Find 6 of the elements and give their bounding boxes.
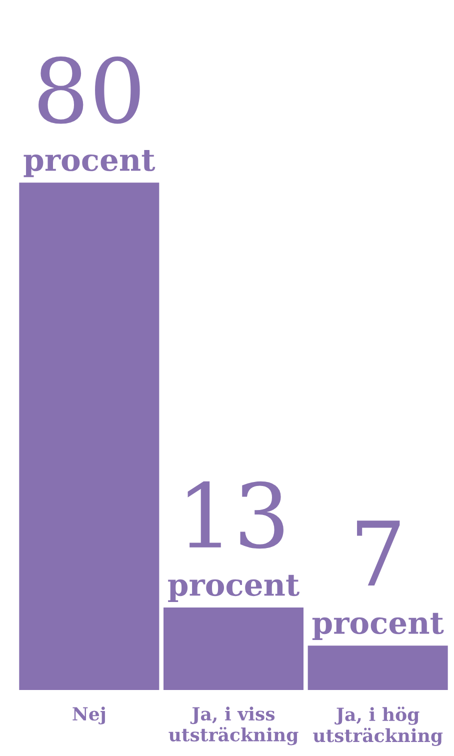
x-tick-label: Ja, i hög utsträckning: [313, 706, 443, 746]
x-tick-label: Nej: [72, 706, 105, 724]
data-label: 7 procent: [312, 520, 444, 640]
x-tick-label: Ja, i viss utsträckning: [168, 706, 298, 746]
data-label: 80 procent: [24, 56, 156, 178]
data-label: 13 procent: [168, 481, 300, 602]
